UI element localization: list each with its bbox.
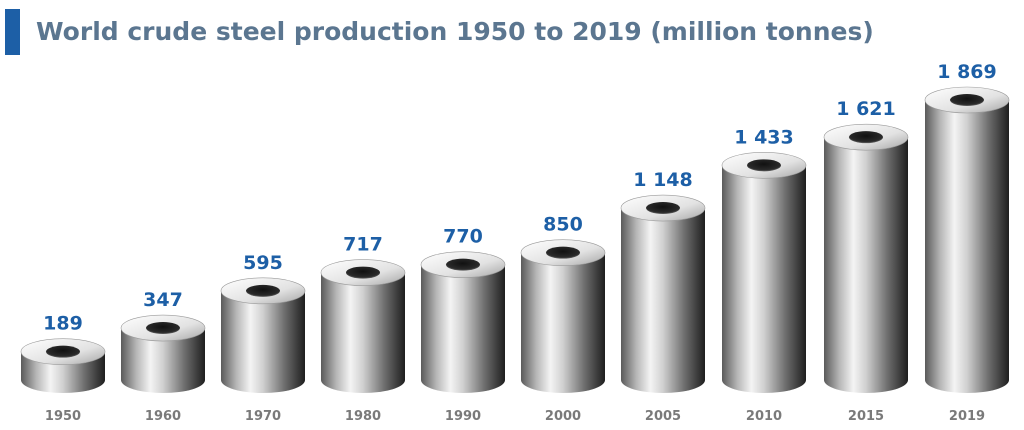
value-label: 347: [143, 289, 183, 311]
value-label: 189: [43, 313, 83, 335]
cylinder-hole: [346, 266, 380, 279]
cylinder-body: [925, 100, 1009, 393]
value-label: 1 433: [734, 126, 794, 148]
x-tick-label: 2000: [545, 409, 581, 424]
x-tick-label: 2015: [848, 409, 884, 424]
cylinder-body: [321, 272, 405, 393]
cylinder-body: [521, 252, 605, 393]
x-tick-label: 1960: [145, 409, 181, 424]
cylinder-body: [421, 264, 505, 393]
cylinder-hole: [546, 246, 580, 259]
x-tick-label: 1970: [245, 409, 281, 424]
cylinder-hole: [950, 94, 984, 106]
value-label: 1 621: [836, 98, 896, 120]
cylinder-hole: [146, 322, 180, 335]
value-label: 850: [543, 214, 583, 236]
cylinder-hole: [747, 159, 781, 172]
x-tick-label: 2019: [949, 409, 985, 424]
cylinder-body: [722, 165, 806, 393]
value-label: 717: [343, 234, 383, 256]
chart-title: World crude steel production 1950 to 201…: [36, 17, 874, 46]
cylinder-hole: [46, 345, 80, 358]
cylinder-hole: [446, 258, 480, 271]
cylinder-hole: [646, 202, 680, 215]
cylinder-body: [121, 328, 205, 393]
value-label: 595: [243, 252, 283, 274]
x-tick-label: 1950: [45, 409, 81, 424]
x-tick-label: 1990: [445, 409, 481, 424]
x-tick-label: 2010: [746, 409, 782, 424]
cylinder-hole: [246, 284, 280, 297]
title-accent: [5, 9, 20, 55]
cylinder-body: [221, 290, 305, 393]
x-tick-label: 1980: [345, 409, 381, 424]
cylinder-body: [824, 137, 908, 393]
cylinder-hole: [849, 131, 883, 144]
cylinder-body: [621, 208, 705, 393]
value-label: 1 869: [937, 61, 997, 83]
value-label: 770: [443, 226, 483, 248]
x-tick-label: 2005: [645, 409, 681, 424]
value-label: 1 148: [633, 169, 693, 191]
